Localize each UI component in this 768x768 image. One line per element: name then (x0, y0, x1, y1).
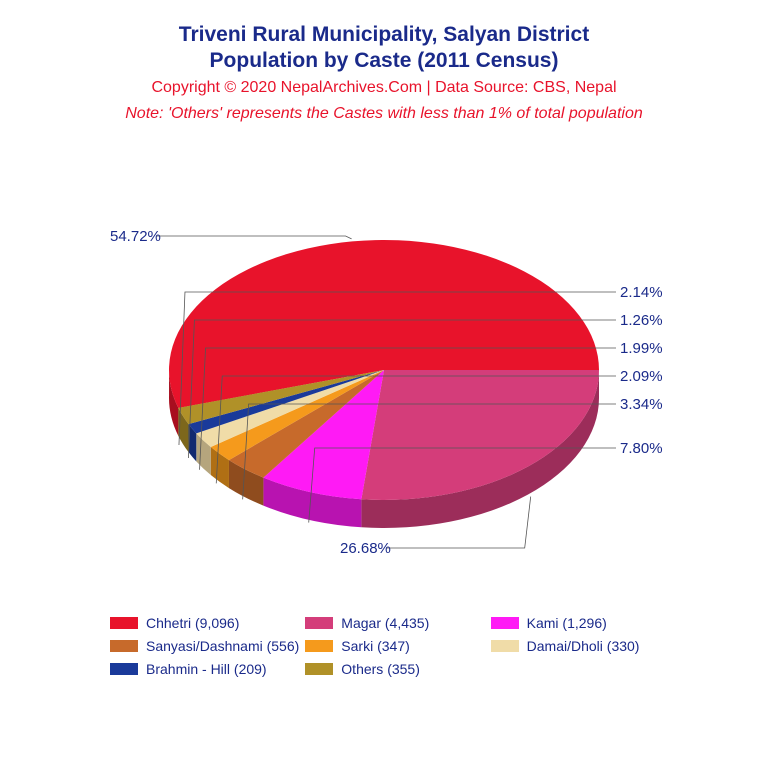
note-text: Note: 'Others' represents the Castes wit… (0, 105, 768, 123)
legend-item: Damai/Dholi (330) (491, 638, 670, 654)
legend-swatch (305, 640, 333, 652)
legend-item: Chhetri (9,096) (110, 615, 299, 631)
legend: Chhetri (9,096) Magar (4,435) Kami (1,296)… (110, 615, 670, 677)
legend-swatch (305, 663, 333, 675)
legend-item: Kami (1,296) (491, 615, 670, 631)
pct-label: 26.68% (340, 540, 391, 557)
title-line-1: Triveni Rural Municipality, Salyan Distr… (0, 22, 768, 48)
pct-label: 3.34% (620, 396, 663, 413)
legend-label: Sanyasi/Dashnami (556) (146, 638, 299, 654)
legend-swatch (110, 640, 138, 652)
title-line-2: Population by Caste (2011 Census) (0, 48, 768, 74)
title-block: Triveni Rural Municipality, Salyan Distr… (0, 0, 768, 123)
legend-item: Others (355) (305, 661, 484, 677)
pie-chart: 54.72% 26.68% 7.80% 3.34% 2.09% 1.99% 1.26% 2.1… (0, 160, 768, 580)
pct-label: 2.14% (620, 284, 663, 301)
legend-item: Sarki (347) (305, 638, 484, 654)
legend-item: Magar (4,435) (305, 615, 484, 631)
legend-label: Damai/Dholi (330) (527, 638, 640, 654)
legend-label: Magar (4,435) (341, 615, 429, 631)
legend-swatch (305, 617, 333, 629)
copyright-text: Copyright © 2020 NepalArchives.Com | Dat… (0, 79, 768, 97)
legend-label: Brahmin - Hill (209) (146, 661, 267, 677)
pct-label: 1.26% (620, 312, 663, 329)
legend-label: Others (355) (341, 661, 420, 677)
legend-item: Brahmin - Hill (209) (110, 661, 299, 677)
pct-label: 7.80% (620, 440, 663, 457)
legend-swatch (491, 617, 519, 629)
pct-label: 1.99% (620, 340, 663, 357)
legend-swatch (491, 640, 519, 652)
pct-label: 54.72% (110, 228, 161, 245)
pie-slice (361, 370, 599, 500)
pct-label: 2.09% (620, 368, 663, 385)
legend-label: Kami (1,296) (527, 615, 607, 631)
legend-label: Chhetri (9,096) (146, 615, 239, 631)
legend-swatch (110, 663, 138, 675)
legend-label: Sarki (347) (341, 638, 409, 654)
legend-item: Sanyasi/Dashnami (556) (110, 638, 299, 654)
legend-swatch (110, 617, 138, 629)
